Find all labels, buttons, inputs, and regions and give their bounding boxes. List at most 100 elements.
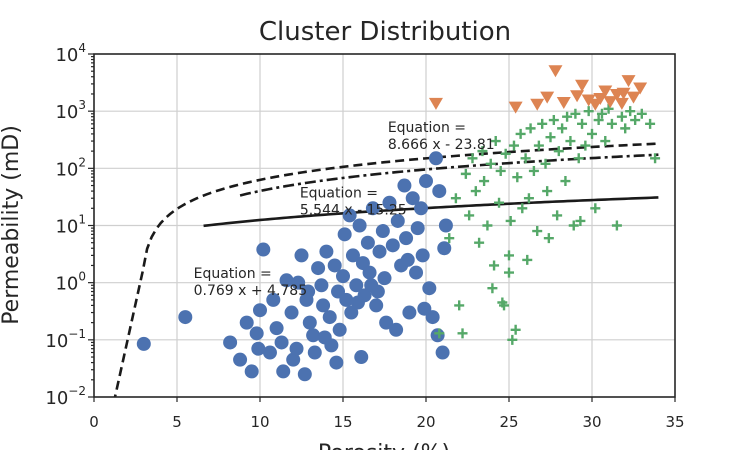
point-cluster-1 <box>450 193 461 204</box>
point-cluster-1 <box>470 186 481 197</box>
point-cluster-1 <box>540 158 551 169</box>
point-cluster-0 <box>417 301 432 316</box>
axis-ticks: 0 5 10 15 20 25 30 35 10−2 10−1 100 101 102 103 104 <box>45 41 684 431</box>
point-cluster-0 <box>262 345 277 360</box>
point-cluster-0 <box>399 231 414 246</box>
point-cluster-1 <box>533 140 544 151</box>
point-cluster-2 <box>626 91 641 104</box>
point-cluster-0 <box>297 367 312 382</box>
point-cluster-1 <box>523 193 534 204</box>
point-cluster-0 <box>397 178 412 193</box>
data-points <box>136 65 661 382</box>
point-cluster-0 <box>430 328 445 343</box>
point-cluster-1 <box>500 148 511 159</box>
point-cluster-1 <box>587 128 597 139</box>
point-cluster-1 <box>565 136 576 147</box>
point-cluster-1 <box>494 197 505 208</box>
point-cluster-0 <box>389 322 404 337</box>
point-cluster-0 <box>369 298 384 313</box>
point-cluster-0 <box>345 248 360 263</box>
point-cluster-1 <box>505 215 516 226</box>
point-cluster-1 <box>497 297 508 308</box>
point-cluster-0 <box>344 305 359 320</box>
point-cluster-1 <box>590 203 601 214</box>
point-cluster-0 <box>379 315 394 330</box>
point-cluster-0 <box>402 305 417 320</box>
point-cluster-2 <box>633 82 648 95</box>
y-tick-label: 104 <box>55 41 86 66</box>
point-cluster-1 <box>575 215 586 226</box>
point-cluster-0 <box>372 244 387 259</box>
point-cluster-0 <box>311 261 326 276</box>
point-cluster-2 <box>556 96 571 109</box>
point-cluster-0 <box>365 201 380 216</box>
point-cluster-0 <box>266 292 281 307</box>
point-cluster-1 <box>477 146 488 157</box>
equation-annotation: Equation = <box>388 120 466 136</box>
point-cluster-0 <box>364 278 379 293</box>
point-cluster-1 <box>568 220 579 231</box>
point-cluster-0 <box>339 292 354 307</box>
equation-annotation: Equation = <box>194 266 272 282</box>
point-cluster-0 <box>223 335 238 350</box>
point-cluster-2 <box>508 101 523 114</box>
point-cluster-1 <box>630 115 641 126</box>
point-cluster-0 <box>377 271 392 286</box>
point-cluster-1 <box>460 168 471 179</box>
point-cluster-2 <box>581 94 596 107</box>
point-cluster-0 <box>274 335 289 350</box>
point-cluster-1 <box>474 237 485 248</box>
point-cluster-1 <box>434 328 445 339</box>
point-cluster-0 <box>375 224 390 239</box>
point-cluster-0 <box>316 298 331 313</box>
point-cluster-0 <box>239 315 254 330</box>
point-cluster-0 <box>349 278 364 293</box>
point-cluster-0 <box>327 258 342 273</box>
point-cluster-1 <box>577 118 588 129</box>
x-axis-label: Porosity (%) <box>318 441 450 450</box>
point-cluster-0 <box>414 201 429 216</box>
point-cluster-2 <box>575 79 590 92</box>
point-cluster-0 <box>422 281 437 296</box>
point-cluster-0 <box>294 248 309 263</box>
point-cluster-2 <box>593 92 608 105</box>
x-tick-label: 5 <box>172 413 182 431</box>
equation-annotation: 0.769 x + 4.785 <box>194 283 308 299</box>
point-cluster-0 <box>136 336 151 351</box>
point-cluster-1 <box>573 153 584 164</box>
point-cluster-1 <box>606 118 617 129</box>
point-cluster-1 <box>611 220 622 231</box>
point-cluster-0 <box>286 352 301 367</box>
x-tick-label: 10 <box>250 413 269 431</box>
point-cluster-1 <box>464 210 475 221</box>
point-cluster-1 <box>557 123 568 134</box>
x-tick-label: 15 <box>333 413 352 431</box>
x-tick-label: 20 <box>416 413 435 431</box>
point-cluster-0 <box>362 265 377 280</box>
point-cluster-1 <box>467 153 478 164</box>
point-cluster-1 <box>454 300 465 311</box>
point-cluster-1 <box>620 123 631 134</box>
point-cluster-1 <box>583 106 594 117</box>
point-cluster-0 <box>428 151 443 166</box>
point-cluster-2 <box>616 87 631 100</box>
point-cluster-1 <box>552 210 563 221</box>
point-cluster-1 <box>596 108 607 119</box>
point-cluster-0 <box>342 208 357 223</box>
point-cluster-1 <box>490 136 501 147</box>
fit-lines <box>113 142 659 397</box>
point-cluster-1 <box>522 254 533 265</box>
chart-title: Cluster Distribution <box>259 17 511 47</box>
equation-annotation: 5.544 x - 15.25 <box>300 202 407 218</box>
point-cluster-0 <box>360 235 375 250</box>
point-cluster-2 <box>548 65 563 78</box>
point-cluster-0 <box>279 273 294 288</box>
point-cluster-1 <box>562 111 573 122</box>
point-cluster-1 <box>570 108 581 119</box>
point-cluster-2 <box>570 90 585 103</box>
point-cluster-0 <box>419 174 433 189</box>
point-cluster-1 <box>580 140 591 151</box>
point-cluster-0 <box>314 278 329 293</box>
point-cluster-0 <box>390 213 405 228</box>
